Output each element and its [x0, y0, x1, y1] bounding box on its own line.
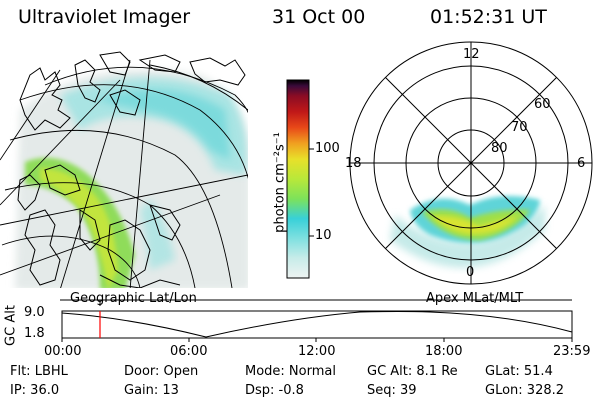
altitude-ytick-high: 9.0 — [24, 305, 45, 320]
mlt-label-0: 0 — [466, 265, 475, 280]
mlat-label-80: 80 — [491, 141, 508, 156]
filter-info: Flt: LBHL — [10, 364, 68, 379]
mlt-label-6: 6 — [577, 156, 586, 171]
glat-info: GLat: 51.4 — [485, 364, 553, 379]
apex-caption: Apex MLat/MLT — [426, 291, 524, 306]
glon-info: GLon: 328.2 — [485, 383, 565, 398]
geographic-caption: Geographic Lat/Lon — [70, 291, 197, 306]
colorbar — [286, 79, 314, 279]
mlat-label-60: 60 — [534, 97, 551, 112]
mlat-label-70: 70 — [511, 120, 528, 135]
colorbar-tick-100: 100 — [315, 141, 340, 156]
gain-info: Gain: 13 — [124, 383, 179, 398]
altitude-plot — [61, 300, 573, 342]
instrument-title: Ultraviolet Imager — [18, 6, 191, 28]
dsp-info: Dsp: -0.8 — [245, 383, 304, 398]
polar-image — [349, 41, 593, 285]
altitude-axis-label: GC Alt — [3, 305, 19, 346]
door-info: Door: Open — [124, 364, 199, 379]
altitude-curve — [61, 311, 573, 338]
altitude-ytick-low: 1.8 — [24, 326, 45, 341]
geographic-image — [0, 51, 248, 288]
sequence-info: Seq: 39 — [367, 383, 417, 398]
ip-info: IP: 36.0 — [10, 383, 60, 398]
observation-time: 01:52:31 UT — [430, 6, 547, 28]
mode-info: Mode: Normal — [245, 364, 336, 379]
time-tick-1800: 18:00 — [425, 344, 463, 359]
mlt-label-12: 12 — [463, 47, 480, 62]
observation-date: 31 Oct 00 — [272, 6, 366, 28]
time-tick-2359: 23:59 — [553, 344, 591, 359]
colorbar-tick-10: 10 — [315, 228, 332, 243]
mlt-label-18: 18 — [345, 156, 362, 171]
time-tick-0600: 06:00 — [170, 344, 208, 359]
colorbar-unit-label: photon cm⁻²s⁻¹ — [272, 132, 288, 233]
gc-altitude-info: GC Alt: 8.1 Re — [367, 364, 458, 379]
time-tick-1200: 12:00 — [298, 344, 336, 359]
time-tick-0000: 00:00 — [44, 344, 82, 359]
